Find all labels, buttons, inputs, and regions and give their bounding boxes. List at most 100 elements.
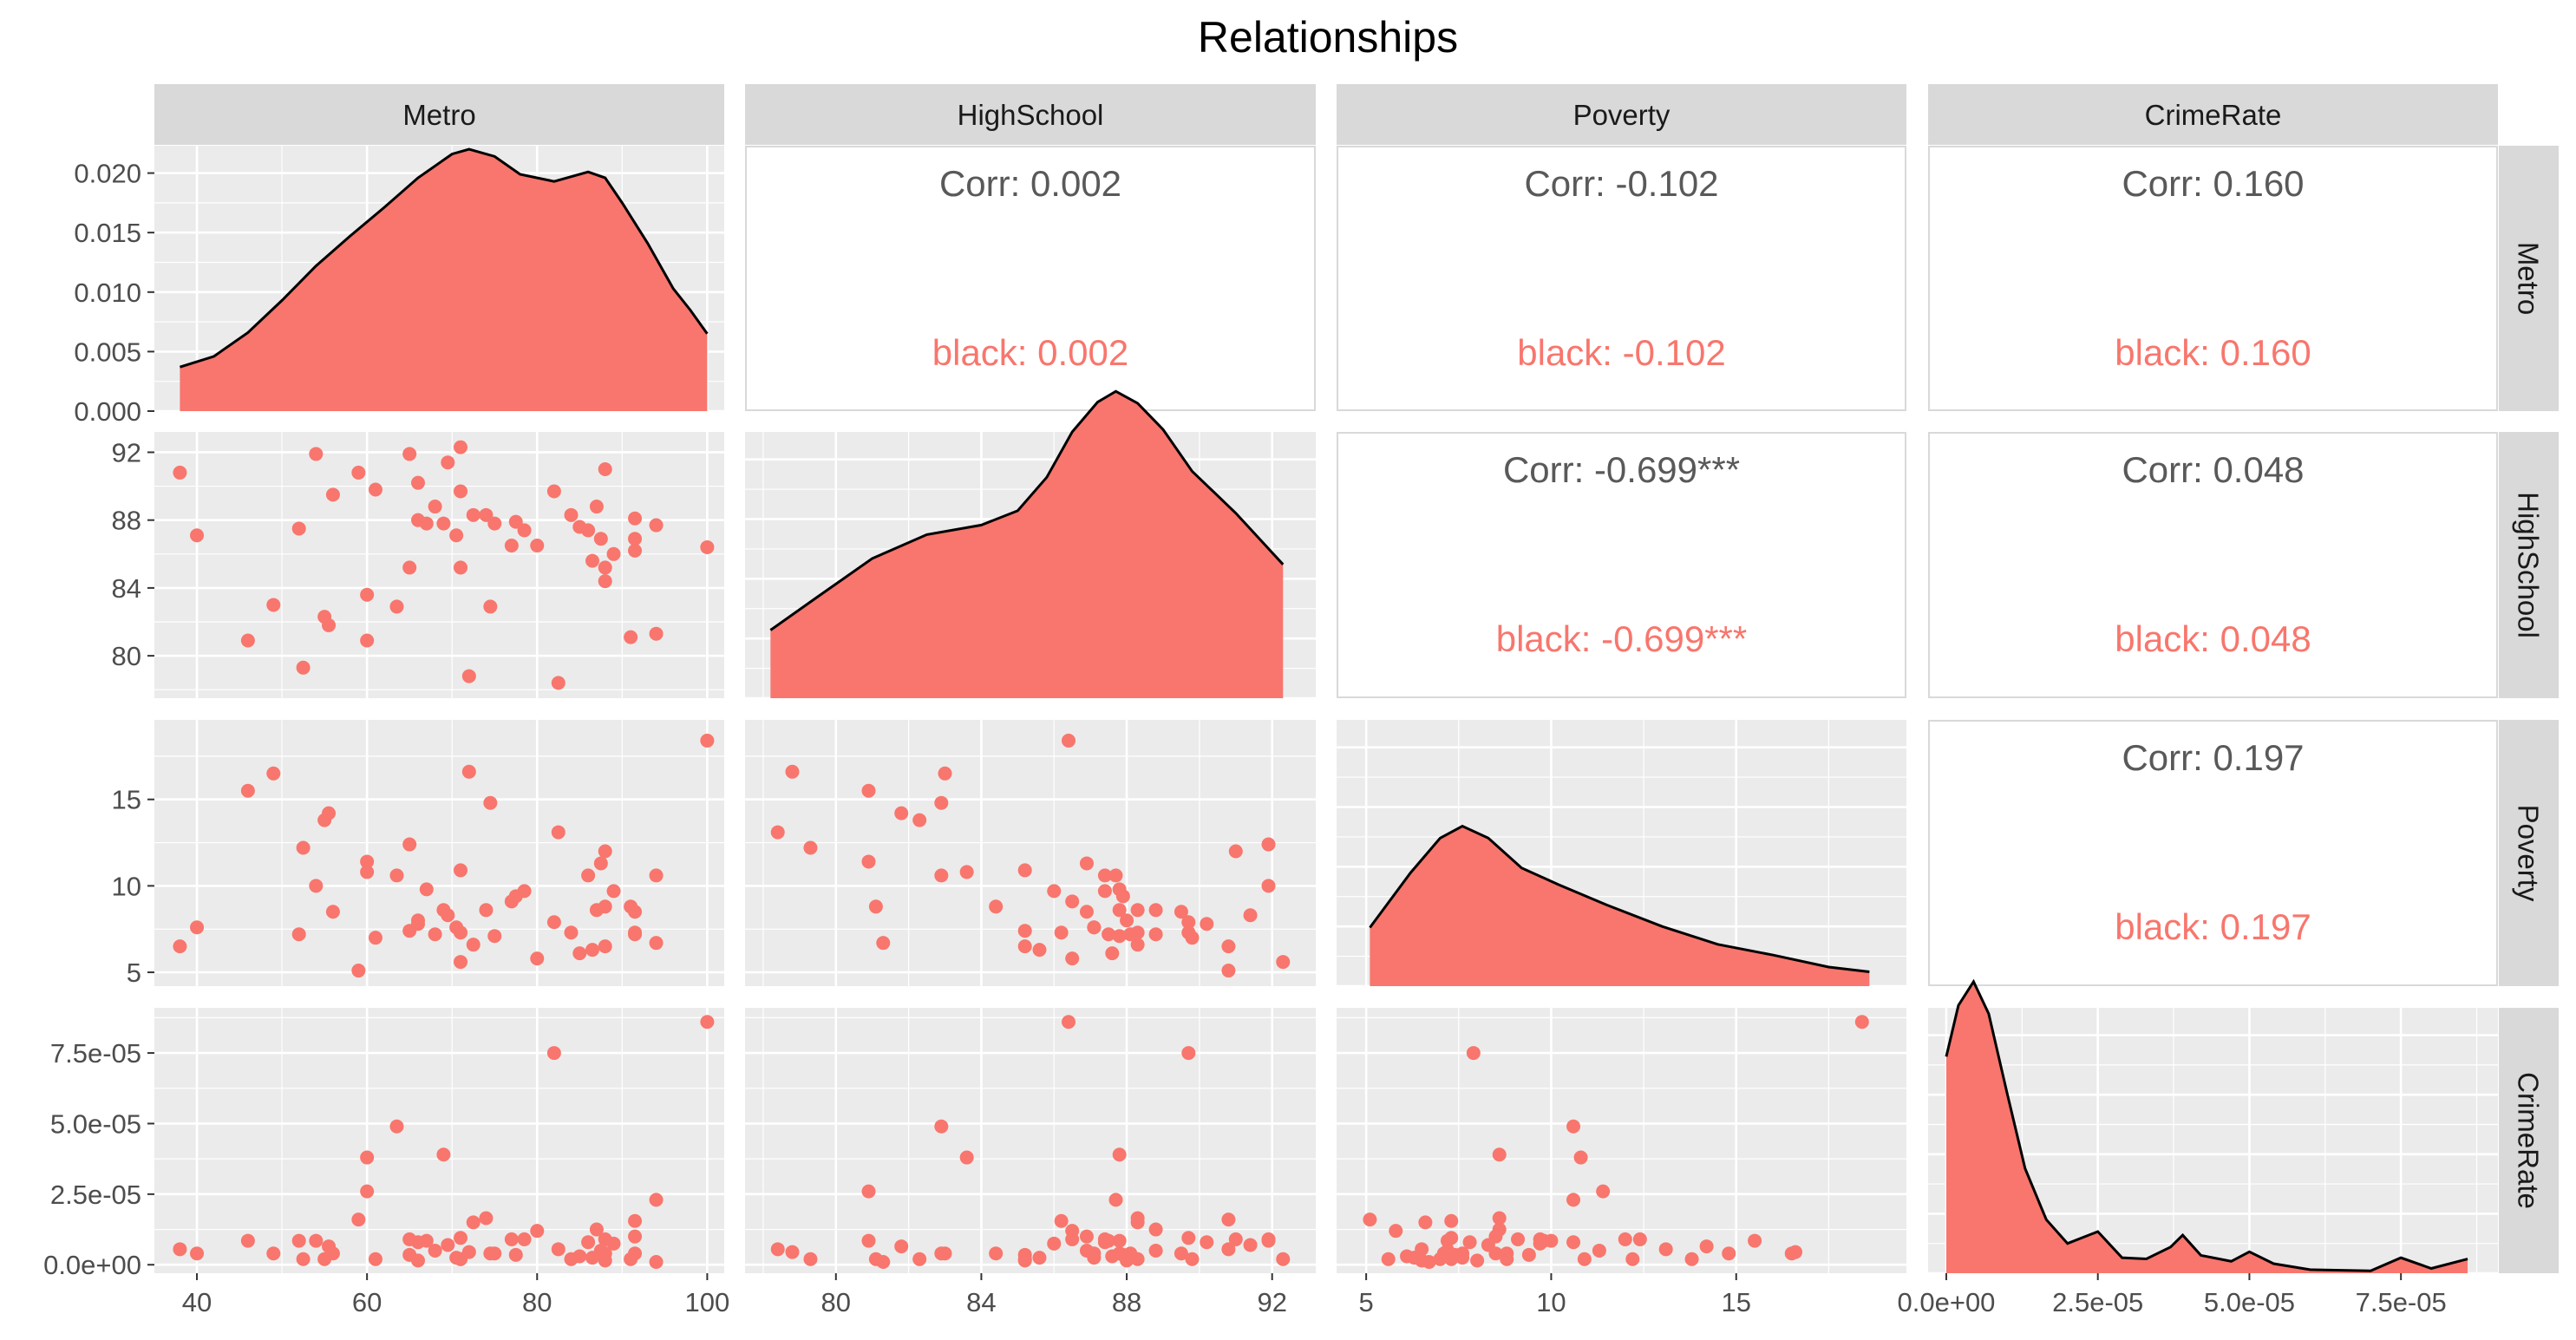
scatter-point: [1276, 955, 1291, 970]
scatter-point: [551, 1242, 566, 1257]
scatter-point: [1130, 1211, 1145, 1226]
y-tick-label: 15: [112, 785, 141, 815]
scatter-point: [649, 936, 664, 951]
panel-highschool-crimerate: Corr: 0.048 black: 0.048: [1928, 432, 2498, 698]
scatter-point: [461, 669, 476, 683]
scatter-point: [606, 546, 621, 561]
row-strip-metro: [2499, 146, 2559, 411]
scatter-point: [551, 825, 566, 840]
scatter-point: [479, 903, 494, 918]
scatter-point: [504, 539, 519, 553]
scatter-point: [410, 475, 425, 490]
panel-background: [745, 720, 1316, 986]
scatter-point: [1065, 1224, 1080, 1239]
scatter-point: [894, 1239, 909, 1254]
scatter-point: [546, 915, 561, 930]
scatter-point: [1112, 1233, 1127, 1248]
scatter-point: [628, 925, 643, 940]
row-strip-highschool: [2499, 432, 2559, 698]
scatter-point: [1261, 1232, 1276, 1246]
x-tick-label: 7.5e-05: [2356, 1287, 2447, 1317]
scatter-point: [1440, 1246, 1455, 1261]
scatter-point: [1261, 837, 1276, 852]
correlation-label: Corr: 0.002: [939, 163, 1121, 204]
panel-background: [745, 1008, 1316, 1273]
scatter-point: [1625, 1252, 1640, 1266]
scatter-point: [1221, 1242, 1236, 1257]
scatter-point: [454, 484, 468, 499]
scatter-point: [1148, 1222, 1163, 1237]
scatter-point: [1573, 1150, 1588, 1165]
scatter-point: [1054, 925, 1069, 940]
y-tick-label: 88: [112, 506, 141, 536]
scatter-point: [466, 938, 481, 952]
scatter-point: [325, 487, 340, 502]
density-line-highschool: [769, 389, 1285, 631]
scatter-point: [1181, 925, 1196, 940]
y-tick-label: 84: [112, 573, 141, 604]
panel-background: [154, 432, 724, 698]
scatter-point: [240, 1233, 255, 1248]
scatter-point: [454, 560, 468, 575]
scatter-point: [1105, 1249, 1120, 1264]
group-correlation-label: black: 0.197: [2115, 906, 2311, 947]
scatter-point: [589, 500, 604, 514]
scatter-point: [360, 633, 375, 648]
chart-title: Relationships: [1198, 13, 1458, 62]
correlation-label: Corr: -0.102: [1524, 163, 1718, 204]
scatter-point: [934, 1246, 949, 1261]
scatter-point: [368, 1252, 382, 1266]
density-area-highschool: [770, 391, 1284, 698]
scatter-point: [1243, 908, 1258, 923]
scatter-point: [1748, 1233, 1762, 1248]
x-tick-label: 0.0e+00: [1898, 1287, 1996, 1317]
panel-crimerate-highschool: [745, 1008, 1316, 1273]
scatter-point: [1087, 920, 1102, 935]
scatter-point: [861, 783, 876, 798]
x-tick-label: 60: [352, 1287, 382, 1317]
scatter-point: [266, 766, 281, 781]
scatter-point: [325, 1246, 340, 1261]
scatter-point: [1148, 903, 1163, 918]
y-tick-label: 2.5e-05: [50, 1180, 141, 1210]
correlation-panel-border: [1928, 432, 2498, 698]
scatter-point: [517, 884, 532, 899]
scatter-point: [546, 484, 561, 499]
scatter-point: [1148, 927, 1163, 942]
x-tick-label: 40: [182, 1287, 212, 1317]
scatter-point: [912, 1252, 927, 1266]
scatter-point: [1105, 946, 1120, 961]
scatter-point: [1123, 1246, 1138, 1261]
scatter-point: [564, 925, 579, 940]
scatter-point: [1618, 1232, 1632, 1246]
scatter-point: [803, 840, 818, 855]
scatter-point: [1444, 1231, 1459, 1245]
scatter-point: [454, 1231, 468, 1245]
scatter-point: [487, 929, 502, 944]
scatter-point: [700, 1015, 715, 1030]
scatter-point: [291, 1233, 306, 1248]
scatter-point: [649, 626, 664, 641]
scatter-point: [1174, 905, 1188, 919]
scatter-point: [190, 528, 205, 543]
scatter-point: [1200, 917, 1214, 931]
scatter-point: [410, 1253, 425, 1268]
correlation-panel-border: [1337, 146, 1906, 411]
scatter-point: [1079, 856, 1094, 871]
scatter-point: [861, 1184, 876, 1199]
scatter-point: [1181, 915, 1196, 930]
scatter-point: [1174, 1246, 1188, 1261]
scatter-point: [1062, 733, 1076, 748]
scatter-point: [402, 837, 417, 852]
scatter-point: [1533, 1236, 1547, 1251]
scatter-point: [1200, 1235, 1214, 1250]
x-tick-label: 5.0e-05: [2204, 1287, 2295, 1317]
scatter-point: [1047, 1236, 1062, 1251]
scatter-point: [428, 927, 442, 942]
scatter-point: [1062, 1015, 1076, 1030]
column-strip-label-metro: Metro: [402, 99, 475, 131]
scatter-point: [1097, 868, 1112, 883]
y-tick-label: 7.5e-05: [50, 1038, 141, 1069]
scatter-point: [1596, 1184, 1611, 1199]
